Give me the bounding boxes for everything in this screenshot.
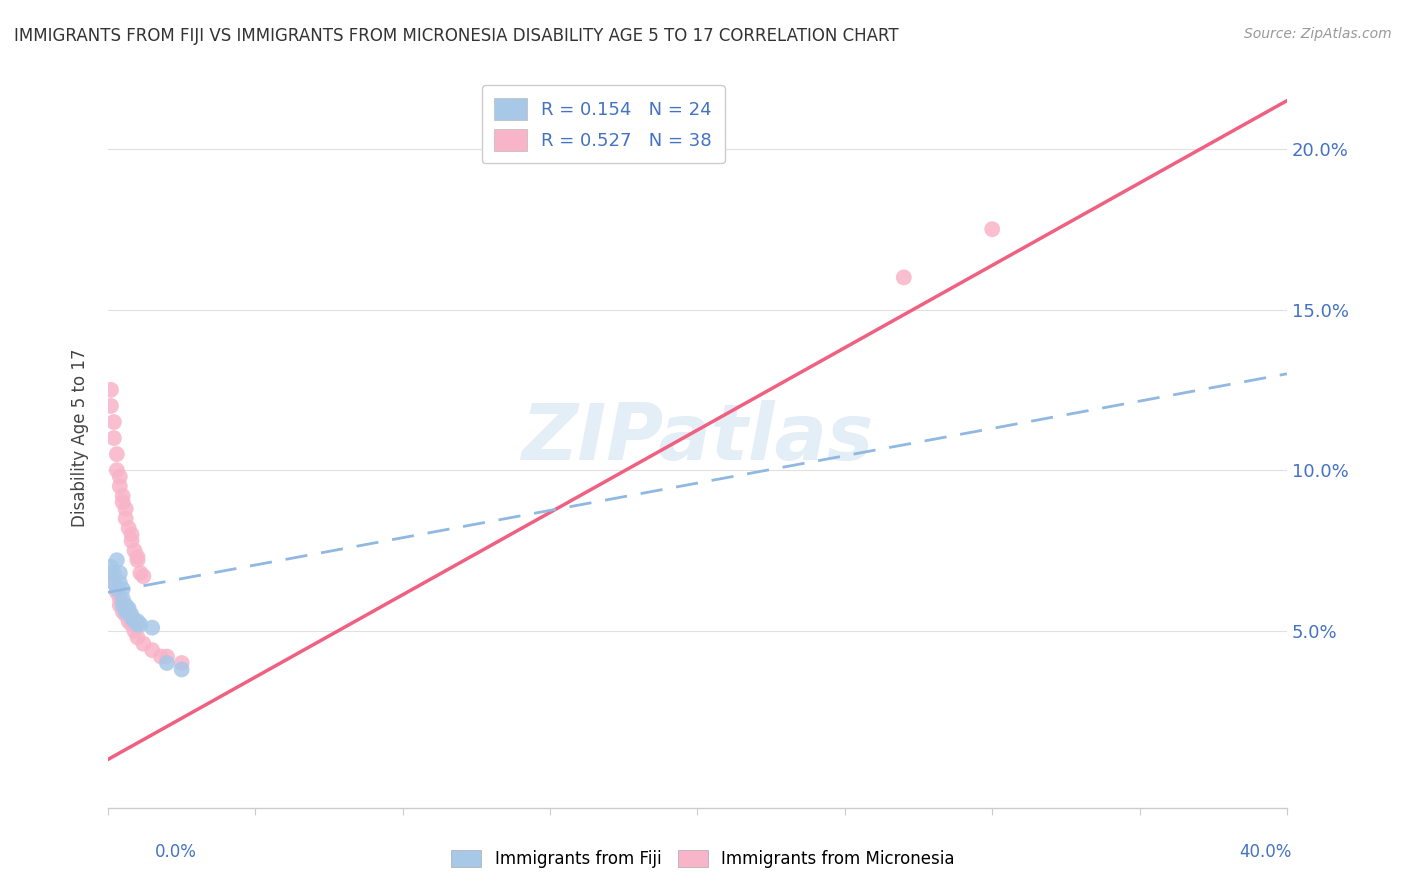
Point: [103, 415, 125, 429]
Point: [156, 656, 179, 670]
Point: [124, 614, 146, 628]
Point: [108, 575, 131, 590]
Point: [105, 463, 128, 477]
Point: [117, 601, 139, 615]
Point: [981, 222, 1004, 236]
Point: [132, 637, 155, 651]
Point: [105, 582, 128, 596]
Point: [100, 566, 122, 580]
Point: [108, 598, 131, 612]
Point: [127, 630, 149, 644]
Point: [129, 566, 152, 580]
Point: [103, 575, 125, 590]
Point: [129, 617, 152, 632]
Point: [111, 598, 134, 612]
Point: [108, 591, 131, 606]
Point: [108, 566, 131, 580]
Point: [100, 399, 122, 413]
Point: [114, 607, 136, 622]
Text: ZIPatlas: ZIPatlas: [522, 401, 873, 476]
Point: [111, 591, 134, 606]
Point: [111, 495, 134, 509]
Point: [100, 383, 122, 397]
Point: [150, 649, 173, 664]
Point: [121, 607, 143, 622]
Point: [127, 617, 149, 632]
Point: [105, 553, 128, 567]
Text: 40.0%: 40.0%: [1239, 843, 1292, 861]
Point: [114, 598, 136, 612]
Point: [114, 605, 136, 619]
Point: [103, 566, 125, 580]
Text: Source: ZipAtlas.com: Source: ZipAtlas.com: [1244, 27, 1392, 41]
Point: [111, 489, 134, 503]
Point: [114, 511, 136, 525]
Text: 0.0%: 0.0%: [155, 843, 197, 861]
Point: [108, 479, 131, 493]
Point: [117, 614, 139, 628]
Point: [121, 611, 143, 625]
Point: [111, 605, 134, 619]
Point: [103, 575, 125, 590]
Point: [100, 559, 122, 574]
Point: [108, 469, 131, 483]
Point: [121, 533, 143, 548]
Text: IMMIGRANTS FROM FIJI VS IMMIGRANTS FROM MICRONESIA DISABILITY AGE 5 TO 17 CORREL: IMMIGRANTS FROM FIJI VS IMMIGRANTS FROM …: [14, 27, 898, 45]
Legend: Immigrants from Fiji, Immigrants from Micronesia: Immigrants from Fiji, Immigrants from Mi…: [444, 843, 962, 875]
Point: [105, 585, 128, 599]
Point: [121, 527, 143, 541]
Point: [127, 553, 149, 567]
Point: [141, 621, 163, 635]
Point: [124, 624, 146, 638]
Point: [121, 617, 143, 632]
Y-axis label: Disability Age 5 to 17: Disability Age 5 to 17: [72, 349, 89, 527]
Point: [117, 521, 139, 535]
Point: [127, 614, 149, 628]
Point: [127, 549, 149, 564]
Point: [117, 605, 139, 619]
Point: [893, 270, 915, 285]
Point: [105, 447, 128, 461]
Point: [103, 431, 125, 445]
Point: [156, 649, 179, 664]
Point: [141, 643, 163, 657]
Point: [114, 601, 136, 615]
Point: [114, 501, 136, 516]
Point: [111, 582, 134, 596]
Point: [170, 662, 193, 676]
Point: [170, 656, 193, 670]
Point: [132, 569, 155, 583]
Legend: R = 0.154   N = 24, R = 0.527   N = 38: R = 0.154 N = 24, R = 0.527 N = 38: [482, 85, 724, 163]
Point: [124, 543, 146, 558]
